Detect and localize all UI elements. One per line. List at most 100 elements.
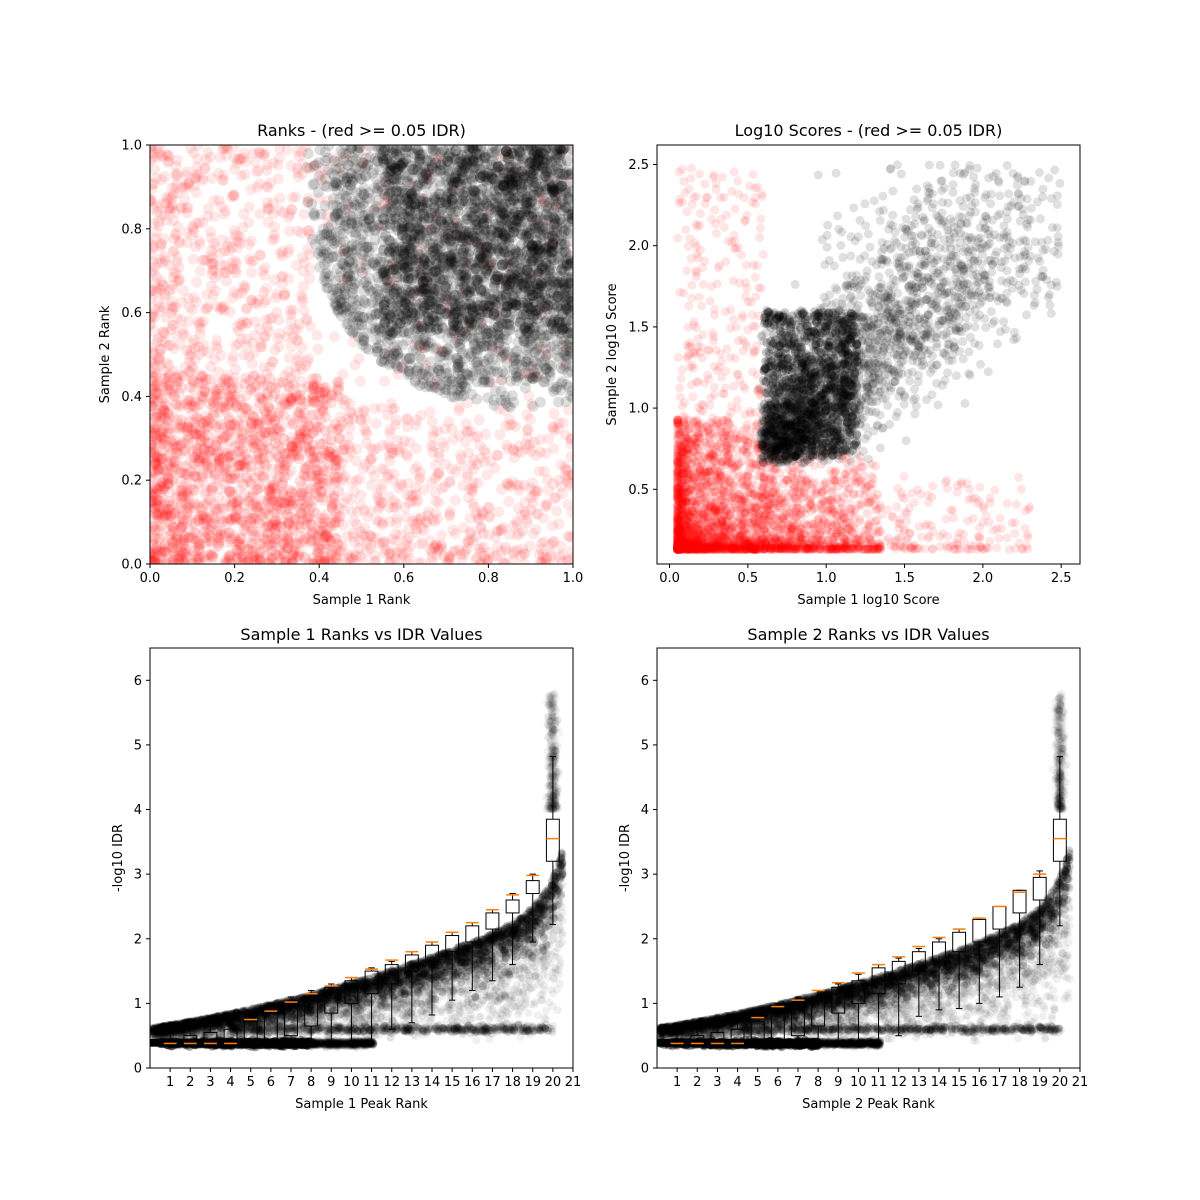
scatter-point	[471, 458, 483, 470]
scatter-point	[180, 460, 192, 472]
scatter-point	[150, 347, 160, 359]
scatter-point	[512, 502, 524, 514]
scatter-point	[565, 432, 573, 444]
scatter-point	[549, 425, 560, 437]
scatter-point	[229, 391, 241, 402]
scatter-point	[254, 546, 266, 558]
scatter-point	[181, 237, 193, 249]
scatter-point	[442, 294, 454, 306]
scatter-point	[477, 528, 489, 539]
scatter-point	[524, 370, 536, 382]
scatter-point	[163, 359, 175, 371]
scatter-point	[411, 460, 423, 472]
scatter-point	[565, 545, 573, 557]
scatter-point	[306, 526, 318, 537]
scatter-point	[241, 302, 253, 314]
scatter-point	[339, 557, 351, 564]
scatter-point	[207, 510, 218, 522]
scatter-point	[274, 553, 286, 564]
scatter-point	[474, 439, 486, 451]
scatter-point	[532, 485, 544, 497]
scatter-point	[170, 268, 182, 279]
scatter-point	[304, 228, 316, 240]
scatter-point	[453, 361, 465, 373]
scatter-point	[205, 245, 217, 257]
scatter-point	[208, 237, 220, 249]
scatter-point	[297, 292, 309, 304]
scatter-point	[232, 338, 244, 350]
scatter-point	[360, 546, 372, 558]
scatter-point	[281, 331, 293, 343]
scatter-point	[379, 198, 390, 209]
scatter-point	[272, 173, 284, 185]
scatter-point	[368, 403, 380, 414]
scatter-point	[210, 384, 222, 396]
scatter-point	[214, 454, 226, 465]
scatter-point	[197, 172, 208, 184]
scatter-point	[269, 387, 281, 399]
scatter-point	[333, 516, 345, 528]
scatter-point	[347, 531, 359, 542]
scatter-point	[485, 456, 497, 468]
scatter-point	[253, 530, 265, 542]
scatter-point	[245, 256, 257, 268]
scatter-point	[150, 411, 161, 423]
scatter-point	[369, 549, 381, 561]
scatter-point	[150, 242, 158, 254]
scatter-point	[459, 436, 471, 448]
scatter-point	[543, 236, 555, 248]
scatter-point	[177, 513, 189, 525]
scatter-point	[332, 455, 344, 467]
scatter-point	[262, 203, 273, 215]
scatter-point	[254, 208, 266, 220]
scatter-point	[548, 443, 560, 455]
scatter-point	[511, 544, 523, 556]
scatter-point	[189, 502, 201, 514]
scatter-point	[193, 538, 205, 550]
scatter-point	[434, 351, 446, 363]
scatter-point	[358, 406, 370, 418]
scatter-point	[468, 463, 480, 475]
scatter-point	[212, 366, 224, 378]
scatter-point	[413, 474, 425, 486]
scatter-point	[214, 383, 226, 395]
scatter-point	[185, 465, 197, 477]
scatter-point	[330, 533, 342, 544]
scatter-point	[264, 361, 276, 373]
scatter-point	[183, 492, 195, 504]
scatter-point	[492, 449, 504, 461]
scatter-point	[415, 511, 427, 523]
scatter-point	[203, 508, 215, 520]
scatter-point	[180, 182, 192, 194]
scatter-point	[155, 433, 167, 445]
scatter-point	[563, 404, 573, 416]
scatter-point	[411, 513, 423, 525]
scatter-point	[304, 162, 315, 174]
scatter-point	[295, 487, 307, 499]
scatter-point	[197, 216, 209, 228]
scatter-point	[318, 460, 330, 472]
scatter-point	[266, 539, 278, 551]
scatter-point	[290, 513, 302, 525]
scatter-point	[271, 306, 283, 318]
scatter-point	[538, 376, 550, 388]
scatter-point	[252, 514, 264, 526]
scatter-point	[289, 368, 301, 380]
scatter-point	[557, 359, 569, 371]
scatter-point	[530, 486, 542, 498]
scatter-point	[493, 307, 505, 318]
scatter-point	[505, 148, 517, 160]
scatter-point	[158, 233, 170, 245]
scatter-point	[319, 531, 331, 543]
scatter-point	[565, 433, 573, 445]
scatter-point	[216, 435, 228, 447]
scatter-point	[556, 145, 568, 157]
scatter-point	[519, 548, 531, 560]
scatter-point	[366, 314, 378, 326]
scatter-point	[463, 537, 474, 549]
scatter-point	[231, 496, 242, 508]
scatter-point	[401, 451, 413, 462]
scatter-point	[305, 528, 317, 540]
scatter-point	[150, 439, 156, 451]
scatter-point	[302, 197, 314, 209]
